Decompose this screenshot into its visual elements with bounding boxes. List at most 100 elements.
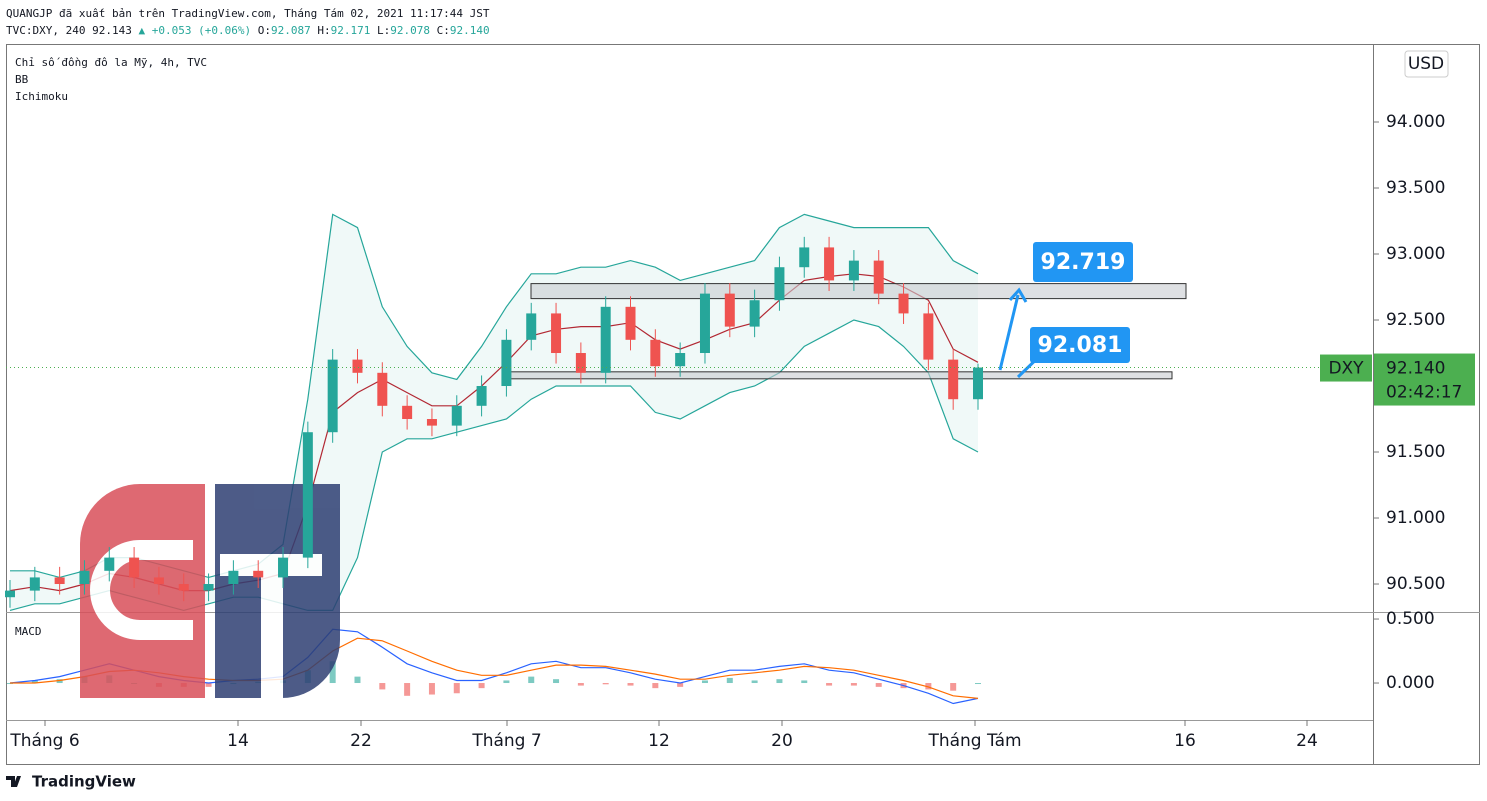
candle-body	[675, 353, 686, 367]
y-tick-label: 0.000	[1386, 673, 1435, 693]
histogram-bar	[925, 683, 932, 690]
time-label: 16	[1174, 731, 1196, 751]
h: 92.171	[331, 24, 371, 37]
footer-logo	[6, 776, 21, 787]
histogram-bar	[379, 683, 386, 690]
histogram-bar	[354, 676, 361, 684]
price-tag-box	[1374, 353, 1475, 406]
y-tick-label: 94.000	[1386, 112, 1445, 132]
histogram-bar	[428, 683, 435, 695]
candle-body	[79, 570, 90, 585]
price-tag: 92.140	[1386, 359, 1445, 379]
candle-body	[774, 267, 785, 301]
change: ▲ +0.053 (+0.06%)	[138, 24, 251, 37]
y-tick-label: 93.000	[1386, 244, 1445, 264]
time-label: Tháng Tám	[927, 731, 1021, 751]
symbol: TVC:DXY, 240	[6, 24, 85, 37]
c: 92.140	[450, 24, 490, 37]
histogram-bar	[205, 683, 212, 687]
histogram-bar	[950, 683, 957, 691]
y-tick-label: 93.500	[1386, 178, 1445, 198]
time-label: 20	[771, 731, 793, 751]
histogram-bar	[453, 683, 460, 694]
c-label: C:	[437, 24, 450, 37]
candle-body	[501, 339, 512, 387]
y-tick-label: 92.500	[1386, 310, 1445, 330]
o: 92.087	[271, 24, 311, 37]
symbol-tag: DXY	[1328, 359, 1364, 379]
histogram-bar	[577, 683, 584, 686]
l: 92.078	[390, 24, 430, 37]
l-label: L:	[377, 24, 390, 37]
histogram-bar	[553, 679, 560, 684]
candle-body	[575, 353, 586, 373]
legend-item: BB	[15, 73, 29, 86]
candle-body	[153, 577, 164, 585]
candle-body	[104, 557, 115, 571]
annotation-arrow	[998, 287, 1028, 371]
candle-body	[600, 306, 611, 373]
y-tick-label: 91.000	[1386, 508, 1445, 528]
histogram-bar	[826, 683, 833, 686]
last: 92.143	[92, 24, 132, 37]
histogram-bar	[404, 683, 411, 696]
y-tick-label: 90.500	[1386, 574, 1445, 594]
histogram-bar	[602, 683, 609, 685]
candle-body	[426, 419, 437, 426]
histogram-bar	[677, 683, 684, 687]
histogram-bar	[701, 680, 708, 684]
candle-body	[29, 577, 40, 591]
candle-body	[799, 247, 810, 268]
time-label: Tháng 6	[9, 731, 79, 751]
candle-body	[699, 293, 710, 354]
candle-body	[625, 306, 636, 340]
time-label: 12	[648, 731, 670, 751]
currency-badge	[1404, 50, 1449, 78]
zone-box	[506, 371, 1173, 380]
candle-body	[476, 386, 487, 406]
candle-body	[898, 293, 909, 314]
symbol-tag-box	[1320, 354, 1372, 382]
time-label: 14	[227, 731, 249, 751]
y-tick-label: 0.500	[1386, 609, 1435, 629]
candle-body	[923, 313, 934, 360]
histogram-bar	[652, 683, 659, 689]
histogram-bar	[751, 680, 758, 684]
time-label: 24	[1296, 731, 1318, 751]
candle-body	[973, 367, 983, 400]
countdown: 02:42:17	[1386, 383, 1462, 403]
histogram-bar	[528, 676, 535, 684]
candle-body	[551, 313, 562, 354]
candle-body	[54, 577, 65, 585]
histogram-bar	[801, 680, 808, 684]
candle-body	[178, 584, 189, 591]
candle-body	[228, 570, 239, 585]
legend-item: Chỉ số đồng đô la Mỹ, 4h, TVC	[15, 56, 207, 69]
publish-line: QUANGJP đã xuất bản trên TradingView.com…	[6, 7, 490, 20]
candle-body	[327, 359, 338, 433]
histogram-bar	[776, 679, 783, 684]
annotation-label: 92.719	[1041, 250, 1126, 275]
candle-body	[129, 557, 140, 578]
time-label: Tháng 7	[471, 731, 541, 751]
frame	[6, 44, 1480, 765]
bb-background	[10, 214, 978, 611]
candle-body	[724, 293, 735, 327]
histogram-bar	[627, 683, 634, 686]
y-tick-label: 91.500	[1386, 442, 1445, 462]
time-label: 22	[350, 731, 372, 751]
histogram-bar	[503, 680, 510, 684]
candle-body	[352, 359, 363, 373]
histogram-bar	[875, 683, 882, 687]
o-label: O:	[258, 24, 271, 37]
candle-body	[377, 372, 388, 406]
histogram-bar	[478, 683, 485, 689]
candle-body	[650, 339, 661, 367]
ohlc-line: TVC:DXY, 240 92.143 ▲ +0.053 (+0.06%) O:…	[6, 24, 490, 37]
candle-body	[848, 260, 859, 281]
annotation-label: 92.081	[1038, 333, 1123, 358]
histogram-bar	[31, 680, 38, 684]
candle-body	[451, 405, 462, 426]
candle-body	[278, 557, 289, 578]
